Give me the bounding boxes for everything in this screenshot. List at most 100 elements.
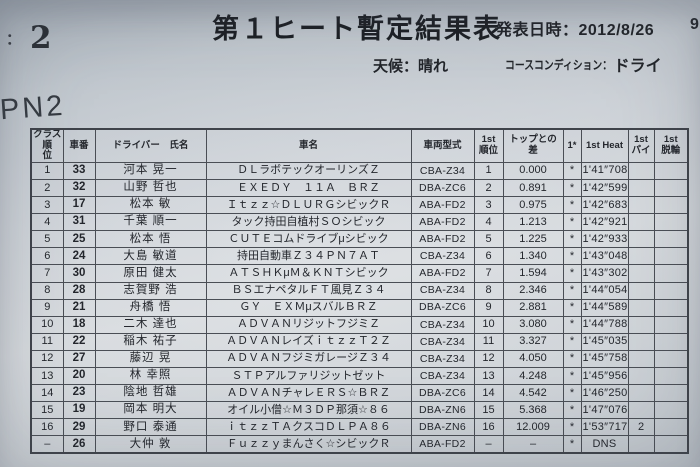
cell-car-name: ＡＤＶＡＮレイズｉｔｚｚＴ２Ｚ <box>205 332 412 351</box>
cell-pylon <box>627 298 655 317</box>
table-row: 16 29 野口 泰通 ｉｔｚｚＴＡクスコＤＬＰＡ８６ DBA-ZN6 16 1… <box>30 418 689 437</box>
cell-wheel-off <box>653 196 689 215</box>
cell-vehicle-model: CBA-Z34 <box>410 332 475 351</box>
cell-driver-name: 大仲 敦 <box>94 435 207 454</box>
cell-driver-name: 陰地 哲雄 <box>94 384 207 403</box>
cell-gap-to-top: 1.594 <box>502 264 564 283</box>
results-table: クラス順 位 車番 ドライバー 氏名 車名 車両型式 1st 順位 トップとの … <box>30 128 689 455</box>
header-car-number: 車番 <box>62 128 96 163</box>
cell-star: * <box>562 435 582 454</box>
cell-pylon <box>627 315 655 334</box>
cell-car-name: タック持田自植村ＳＯシビック <box>205 213 412 232</box>
table-row: 7 30 原田 健太 ＡＴＳＨＫμＭ＆ＫＮＴシビック ABA-FD2 7 1.5… <box>30 264 689 283</box>
cell-car-number: 19 <box>62 401 96 420</box>
cell-vehicle-model: DBA-ZC6 <box>410 298 475 317</box>
cell-pylon <box>627 349 655 369</box>
header-car-name: 車名 <box>205 128 412 163</box>
cell-star: * <box>562 213 582 232</box>
cell-vehicle-model: CBA-Z34 <box>410 161 475 180</box>
cell-pylon <box>627 247 655 266</box>
cell-class-rank: 12 <box>30 349 64 369</box>
cell-heat-rank: 6 <box>473 247 504 266</box>
cell-heat-time: 1'43″302 <box>580 264 629 283</box>
cell-car-name: ＧＹ ＥＸＭμスバルＢＲＺ <box>205 298 412 317</box>
cell-gap-to-top: 1.213 <box>502 213 564 232</box>
course-condition-value: ドライ <box>613 58 662 75</box>
table-row: 10 18 二木 達也 ＡＤＶＡＮリジットフジミＺ CBA-Z34 10 3.0… <box>30 315 689 334</box>
cell-car-number: 30 <box>62 264 96 283</box>
cell-pylon <box>627 366 655 386</box>
cell-class-rank: 6 <box>30 247 64 266</box>
results-table-body: 1 33 河本 晃一 ＤＬラボテックオーリンズＺ CBA-Z34 1 0.000… <box>30 161 689 454</box>
header-driver-name: ドライバー 氏名 <box>94 128 207 163</box>
cell-wheel-off <box>653 247 689 266</box>
cell-heat-time: 1'47″076 <box>580 401 629 420</box>
cell-car-number: 24 <box>62 247 96 266</box>
course-condition-label: コースコンディション： <box>505 57 613 72</box>
cell-heat-time: 1'41″708 <box>580 161 629 180</box>
table-row: 8 28 志賀野 浩 ＢＳエナペタルＦＴ風見Ｚ３４ CBA-Z34 8 2.34… <box>30 281 689 300</box>
cell-car-number: 31 <box>62 213 96 232</box>
cell-gap-to-top: 3.080 <box>502 315 564 334</box>
cell-car-name: ｉｔｚｚＴＡクスコＤＬＰＡ８６ <box>205 418 412 437</box>
cell-heat-time: DNS <box>580 435 629 454</box>
table-row: 9 21 舟橋 悟 ＧＹ ＥＸＭμスバルＢＲＺ DBA-ZC6 9 2.881 … <box>30 298 689 317</box>
weather-label: 天候：晴れ <box>373 58 449 75</box>
cell-driver-name: 岡本 明大 <box>94 401 207 420</box>
table-row: 3 17 松本 敏 Ｉｔｚｚ☆ＤＬＵＲＧシビックＲ ABA-FD2 3 0.97… <box>30 196 689 215</box>
table-row: 2 32 山野 哲也 ＥＸＥＤＹ １１Ａ ＢＲＺ DBA-ZC6 2 0.891… <box>30 178 689 198</box>
cell-car-number: 29 <box>62 418 96 437</box>
cell-wheel-off <box>653 298 689 317</box>
cell-driver-name: 稲木 祐子 <box>94 332 207 351</box>
cell-heat-rank: 5 <box>473 230 504 249</box>
cell-wheel-off <box>653 366 689 386</box>
corner-colon: ： <box>6 30 22 48</box>
cell-star: * <box>562 178 582 198</box>
cell-wheel-off <box>653 178 689 198</box>
header-heat-rank: 1st 順位 <box>473 128 504 163</box>
cell-vehicle-model: ABA-FD2 <box>410 264 475 283</box>
header-heat-time: 1st Heat <box>580 128 629 163</box>
table-row: 13 20 林 幸照 ＳＴＰアルファリジットゼット CBA-Z34 13 4.2… <box>30 366 689 386</box>
cell-vehicle-model: DBA-ZN6 <box>410 401 475 420</box>
cell-wheel-off <box>653 161 689 180</box>
cell-star: * <box>562 366 582 386</box>
cell-driver-name: 二木 達也 <box>94 315 207 334</box>
cell-gap-to-top: 4.248 <box>502 366 564 386</box>
cell-heat-rank: 11 <box>473 332 504 351</box>
cell-pylon <box>627 178 655 198</box>
cell-heat-rank: 7 <box>473 264 504 283</box>
cell-driver-name: 松本 敏 <box>94 196 207 215</box>
cell-heat-time: 1'43″048 <box>580 247 629 266</box>
cell-heat-rank: 12 <box>473 349 504 369</box>
cell-car-number: 27 <box>62 349 96 369</box>
cell-heat-rank: 3 <box>473 196 504 215</box>
cell-heat-time: 1'45″758 <box>580 349 629 369</box>
cell-star: * <box>562 264 582 283</box>
cell-wheel-off <box>653 332 689 351</box>
cell-heat-rank: 10 <box>473 315 504 334</box>
cell-gap-to-top: 0.891 <box>502 178 564 198</box>
published-time-partial: 9 <box>690 16 699 33</box>
table-row: – 26 大仲 敦 Ｆｕｚｚｙまんさく☆シビックＲ ABA-FD2 – – * … <box>30 435 689 454</box>
cell-driver-name: 藤辺 晃 <box>94 349 207 369</box>
cell-gap-to-top: 0.000 <box>502 161 564 180</box>
cell-star: * <box>562 332 582 351</box>
cell-star: * <box>562 298 582 317</box>
cell-vehicle-model: CBA-Z34 <box>410 315 475 334</box>
cell-class-rank: – <box>30 435 64 454</box>
cell-heat-time: 1'42″599 <box>580 178 629 198</box>
cell-wheel-off <box>653 264 689 283</box>
cell-star: * <box>562 281 582 300</box>
cell-heat-time: 1'53″717 <box>580 418 629 437</box>
cell-gap-to-top: 4.542 <box>502 384 564 403</box>
cell-star: * <box>562 315 582 334</box>
cell-car-number: 23 <box>62 384 96 403</box>
cell-heat-rank: 16 <box>473 418 504 437</box>
cell-car-number: 18 <box>62 315 96 334</box>
header-wheel-off: 1st 脱輪 <box>653 128 689 163</box>
cell-car-name: ＡＤＶＡＮリジットフジミＺ <box>205 315 412 334</box>
cell-star: * <box>562 247 582 266</box>
cell-driver-name: 舟橋 悟 <box>94 298 207 317</box>
